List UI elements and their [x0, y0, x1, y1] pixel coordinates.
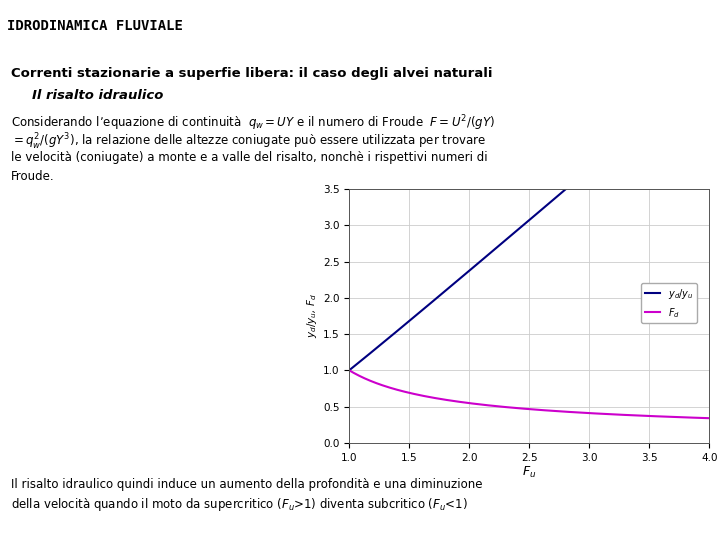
Text: Froude.: Froude. — [11, 170, 55, 183]
Text: $= q_w^2/(gY^3)$, la relazione delle altezze coniugate può essere utilizzata per: $= q_w^2/(gY^3)$, la relazione delle alt… — [11, 132, 486, 152]
Text: IDRODINAMICA FLUVIALE: IDRODINAMICA FLUVIALE — [7, 19, 183, 33]
Y-axis label: $y_d/y_u$, $F_d$: $y_d/y_u$, $F_d$ — [305, 293, 319, 339]
Text: Considerando l’equazione di continuità  $q_w=UY$ e il numero di Froude  $F = U^2: Considerando l’equazione di continuità $… — [11, 113, 495, 133]
X-axis label: $F_u$: $F_u$ — [522, 465, 536, 481]
Text: Il risalto idraulico: Il risalto idraulico — [32, 89, 163, 102]
Text: le velocità (coniugate) a monte e a valle del risalto, nonchè i rispettivi numer: le velocità (coniugate) a monte e a vall… — [11, 151, 487, 164]
Text: Correnti stazionarie a superfie libera: il caso degli alvei naturali: Correnti stazionarie a superfie libera: … — [11, 68, 492, 80]
Legend: $y_d/y_u$, $F_d$: $y_d/y_u$, $F_d$ — [642, 283, 697, 323]
Text: Il risalto idraulico quindi induce un aumento della profondità e una diminuzione: Il risalto idraulico quindi induce un au… — [11, 478, 482, 491]
Text: della velocità quando il moto da supercritico ($F_u$>1) diventa subcritico ($F_u: della velocità quando il moto da supercr… — [11, 496, 467, 512]
